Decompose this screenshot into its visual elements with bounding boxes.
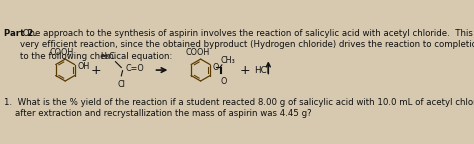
Text: Part 2.: Part 2.: [4, 29, 36, 38]
Text: C=O: C=O: [125, 64, 144, 73]
Text: H₃C: H₃C: [100, 52, 115, 61]
Text: +: +: [239, 64, 250, 77]
Text: O: O: [220, 76, 227, 86]
Text: OH: OH: [77, 62, 90, 71]
Text: Cl: Cl: [118, 80, 125, 89]
Text: O: O: [213, 63, 219, 72]
Text: COOH: COOH: [185, 48, 210, 57]
Text: 1.  What is the % yield of the reaction if a student reacted 8.00 g of salicylic: 1. What is the % yield of the reaction i…: [4, 98, 474, 118]
Text: COOH: COOH: [50, 48, 74, 57]
Text: One approach to the synthesis of aspirin involves the reaction of salicylic acid: One approach to the synthesis of aspirin…: [20, 29, 474, 61]
Text: +: +: [91, 64, 101, 77]
Text: HCl: HCl: [254, 66, 269, 75]
Text: CH₃: CH₃: [220, 56, 236, 65]
